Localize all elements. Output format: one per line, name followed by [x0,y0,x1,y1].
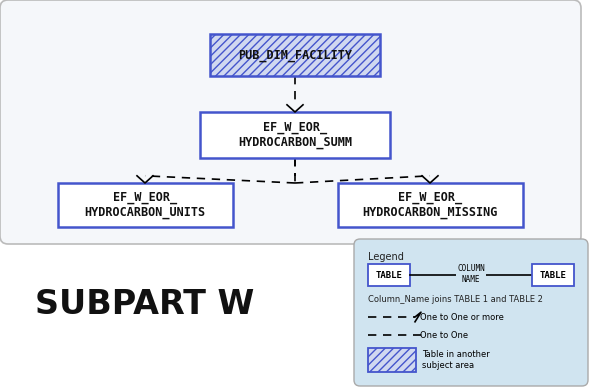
Text: SUBPART W: SUBPART W [35,289,255,322]
Text: Column_Name joins TABLE 1 and TABLE 2: Column_Name joins TABLE 1 and TABLE 2 [368,294,543,303]
Bar [532,264,574,286]
Bar [337,183,523,227]
Text: One to One: One to One [420,331,468,340]
Text: TABLE: TABLE [540,270,566,279]
Text: Table in another
subject area: Table in another subject area [422,350,490,370]
Bar [210,34,380,76]
Bar [57,183,232,227]
Bar [210,34,380,76]
Text: PUB_DIM_FACILITY: PUB_DIM_FACILITY [238,48,352,62]
Text: TABLE: TABLE [376,270,402,279]
Bar [368,348,416,372]
Text: Legend: Legend [368,252,404,262]
Bar [368,348,416,372]
Text: One to One or more: One to One or more [420,312,504,322]
Text: EF_W_EOR_
HYDROCARBON_UNITS: EF_W_EOR_ HYDROCARBON_UNITS [84,191,205,219]
Bar [368,264,410,286]
Text: EF_W_EOR_
HYDROCARBON_MISSING: EF_W_EOR_ HYDROCARBON_MISSING [362,191,498,219]
FancyBboxPatch shape [354,239,588,386]
Text: EF_W_EOR_
HYDROCARBON_SUMM: EF_W_EOR_ HYDROCARBON_SUMM [238,121,352,149]
FancyBboxPatch shape [0,0,581,244]
Bar [200,112,390,158]
Bar [210,34,380,76]
Bar [368,348,416,372]
Text: COLUMN
NAME: COLUMN NAME [457,264,485,284]
